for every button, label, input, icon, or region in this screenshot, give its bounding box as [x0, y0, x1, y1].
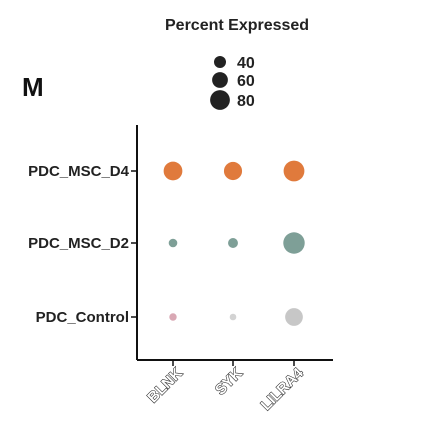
y-tick-label-pdc-control: PDC_Control: [36, 309, 129, 326]
dot-pdc-msc-d4-lilra4: [283, 160, 305, 182]
dot-pdc-msc-d4-blnk: [163, 161, 183, 181]
legend-dot-80: [210, 90, 230, 110]
x-tick-label-blnk: BLNK: [144, 365, 186, 407]
dot-pdc-control-lilra4: [285, 308, 303, 326]
legend-dot-60: [212, 72, 228, 88]
dot-pdc-control-syk: [229, 313, 237, 321]
legend-label-60: 60: [237, 73, 255, 90]
dot-pdc-control-blnk: [169, 313, 177, 321]
y-axis-ticks: PDC_MSC_D4 PDC_MSC_D2 PDC_Control: [28, 163, 137, 326]
x-tick-label-syk: SYK: [212, 365, 246, 399]
dot-plot-points: [163, 160, 305, 326]
panel-label: M: [22, 72, 44, 102]
dot-pdc-msc-d2-syk: [228, 238, 238, 248]
x-axis-ticks: BLNK SYK LILRA4: [144, 360, 308, 415]
y-tick-label-pdc-msc-d2: PDC_MSC_D2: [28, 235, 129, 252]
dot-pdc-msc-d4-syk: [223, 161, 243, 181]
legend-label-80: 80: [237, 93, 255, 110]
x-tick-label-lilra4: LILRA4: [258, 364, 308, 414]
dot-pdc-msc-d2-blnk: [168, 238, 178, 248]
legend-label-40: 40: [237, 55, 255, 72]
dot-pdc-msc-d2-lilra4: [283, 232, 305, 254]
legend-title: Percent Expressed: [165, 17, 309, 34]
legend-dot-40: [214, 56, 226, 68]
y-tick-label-pdc-msc-d4: PDC_MSC_D4: [28, 163, 130, 180]
